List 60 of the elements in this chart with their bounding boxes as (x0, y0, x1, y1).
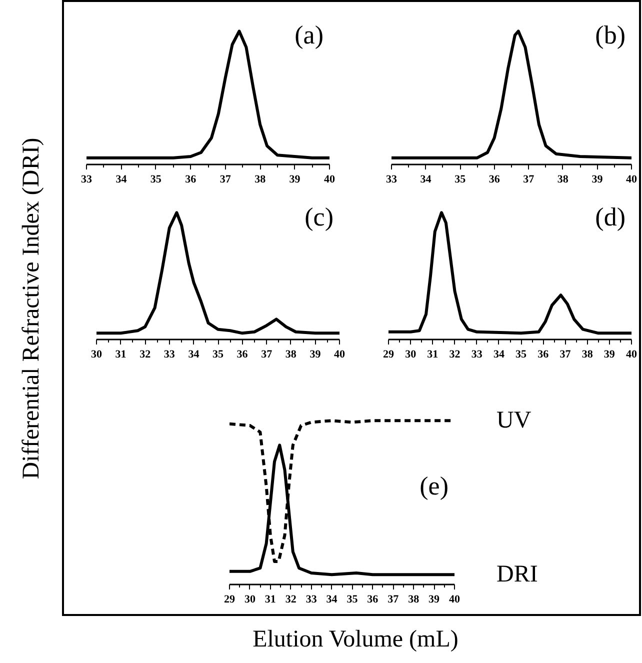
x-tick-label: 40 (626, 174, 638, 186)
annotation: (d) (595, 202, 626, 232)
x-tick-label: 37 (388, 594, 400, 606)
x-tick-label: 39 (592, 174, 604, 186)
x-tick-label: 38 (408, 594, 420, 606)
x-tick-label: 32 (449, 348, 461, 360)
x-tick-label: 34 (326, 594, 338, 606)
x-tick-label: 38 (557, 174, 569, 186)
x-tick-label: 36 (185, 174, 197, 186)
x-tick-label: 29 (224, 594, 236, 606)
x-tick-label: 38 (254, 174, 266, 186)
x-tick-label: 35 (150, 174, 162, 186)
x-tick-label: 34 (116, 174, 128, 186)
x-tick-label: 40 (626, 348, 638, 360)
x-tick-label: 37 (560, 348, 572, 360)
x-tick-label: 35 (346, 594, 358, 606)
x-tick-label: 35 (212, 348, 224, 360)
x-tick-label: 36 (367, 594, 379, 606)
series-label: DRI (496, 562, 538, 588)
x-tick-label: 30 (405, 348, 417, 360)
x-tick-label: 34 (420, 174, 432, 186)
x-tick-label: 36 (538, 348, 550, 360)
x-tick-label: 40 (449, 594, 460, 606)
annotation: (c) (304, 202, 334, 232)
x-tick-label: 32 (285, 594, 297, 606)
x-tick-label: 37 (220, 174, 232, 186)
annotation: (b) (595, 20, 626, 50)
x-tick-label: 30 (91, 348, 102, 360)
x-tick-label: 36 (236, 348, 248, 360)
x-tick-label: 38 (285, 348, 297, 360)
x-tick-label: 33 (81, 174, 92, 186)
x-tick-label: 33 (164, 348, 176, 360)
x-tick-label: 33 (471, 348, 483, 360)
x-tick-label: 34 (188, 348, 200, 360)
x-tick-label: 40 (324, 174, 336, 186)
x-tick-label: 39 (604, 348, 616, 360)
x-tick-label: 40 (334, 348, 346, 360)
x-tick-label: 33 (306, 594, 318, 606)
x-tick-label: 32 (140, 348, 152, 360)
y-axis-title: Differential Refractive Index (DRI) (18, 138, 44, 480)
x-tick-label: 36 (488, 174, 500, 186)
series-label: UV (496, 408, 532, 434)
x-axis-title: Elution Volume (mL) (252, 626, 458, 653)
x-tick-label: 33 (386, 174, 398, 186)
x-tick-label: 31 (264, 594, 276, 606)
x-tick-label: 30 (244, 594, 256, 606)
x-tick-label: 34 (493, 348, 505, 360)
annotation: (e) (420, 472, 449, 501)
x-tick-label: 37 (523, 174, 535, 186)
x-tick-label: 38 (582, 348, 594, 360)
x-tick-label: 39 (428, 594, 440, 606)
annotation: (a) (294, 20, 324, 50)
x-tick-label: 35 (516, 348, 528, 360)
x-tick-label: 39 (289, 174, 301, 186)
x-tick-label: 39 (310, 348, 322, 360)
x-tick-label: 35 (454, 174, 466, 186)
x-tick-label: 31 (427, 348, 438, 360)
x-tick-label: 29 (383, 348, 394, 360)
x-tick-label: 31 (115, 348, 126, 360)
x-tick-label: 37 (261, 348, 273, 360)
